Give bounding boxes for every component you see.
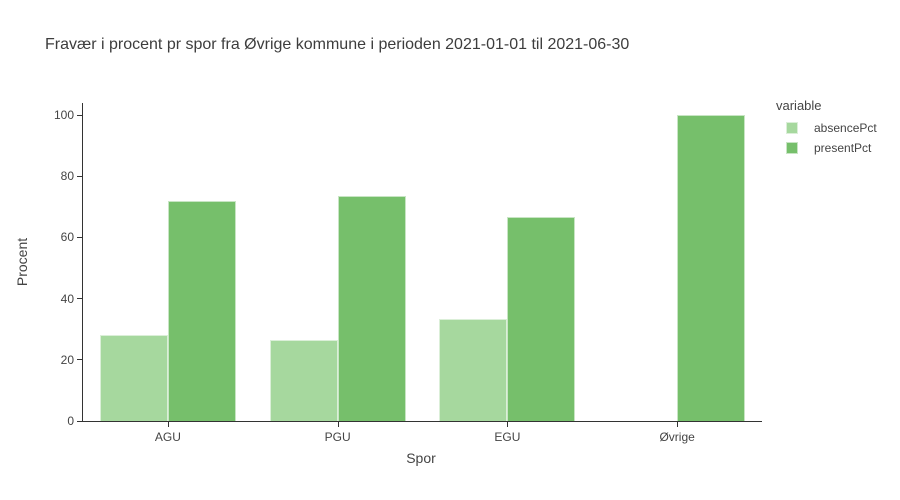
y-tick-label: 40 bbox=[60, 291, 74, 306]
x-tick-mark bbox=[167, 422, 169, 427]
y-tick-label: 0 bbox=[67, 414, 74, 428]
y-tick-label: 60 bbox=[60, 230, 74, 245]
legend-item-label: presentPct bbox=[814, 141, 872, 155]
x-tick-mark bbox=[677, 422, 679, 427]
bar-Øvrige-presentPct[interactable] bbox=[677, 115, 745, 421]
bar-PGU-presentPct[interactable] bbox=[338, 196, 406, 421]
legend-items: absencePct presentPct bbox=[776, 121, 877, 155]
legend-item-absencePct[interactable]: absencePct bbox=[776, 121, 877, 135]
x-tick-label: Øvrige bbox=[659, 430, 695, 444]
y-tick-mark bbox=[77, 175, 82, 177]
x-tick-label: EGU bbox=[494, 430, 521, 444]
legend-item-label: absencePct bbox=[814, 121, 877, 135]
y-tick-mark bbox=[77, 420, 82, 422]
bar-AGU-presentPct[interactable] bbox=[168, 201, 236, 421]
legend-item-presentPct[interactable]: presentPct bbox=[776, 141, 877, 155]
y-tick-mark bbox=[77, 114, 82, 116]
legend-title: variable bbox=[776, 98, 822, 113]
bar-EGU-presentPct[interactable] bbox=[507, 217, 575, 421]
legend-swatch-icon bbox=[786, 122, 798, 134]
bar-PGU-absencePct[interactable] bbox=[270, 340, 338, 421]
x-axis-title: Spor bbox=[406, 450, 436, 466]
y-tick-label: 80 bbox=[60, 169, 74, 184]
x-tick-label: PGU bbox=[324, 430, 351, 444]
bar-EGU-absencePct[interactable] bbox=[439, 319, 507, 421]
x-tick-label: AGU bbox=[154, 430, 181, 444]
legend-swatch-icon bbox=[786, 142, 798, 154]
y-tick-label: 20 bbox=[60, 352, 74, 367]
y-tick-label: 100 bbox=[53, 108, 74, 122]
bar-AGU-absencePct[interactable] bbox=[100, 335, 168, 421]
y-tick-mark bbox=[77, 359, 82, 361]
y-axis-title: Procent bbox=[14, 237, 30, 287]
y-tick-mark bbox=[77, 236, 82, 238]
x-tick-mark bbox=[337, 422, 339, 427]
plot-area: 0 20 40 60 80 100 AGU PGU EGU Øvrige bbox=[54, 103, 762, 444]
y-tick-mark bbox=[77, 298, 82, 300]
chart-title: Fravær i procent pr spor fra Øvrige komm… bbox=[45, 36, 630, 53]
x-tick-mark bbox=[507, 422, 509, 427]
legend: variable absencePct presentPct bbox=[776, 98, 877, 161]
